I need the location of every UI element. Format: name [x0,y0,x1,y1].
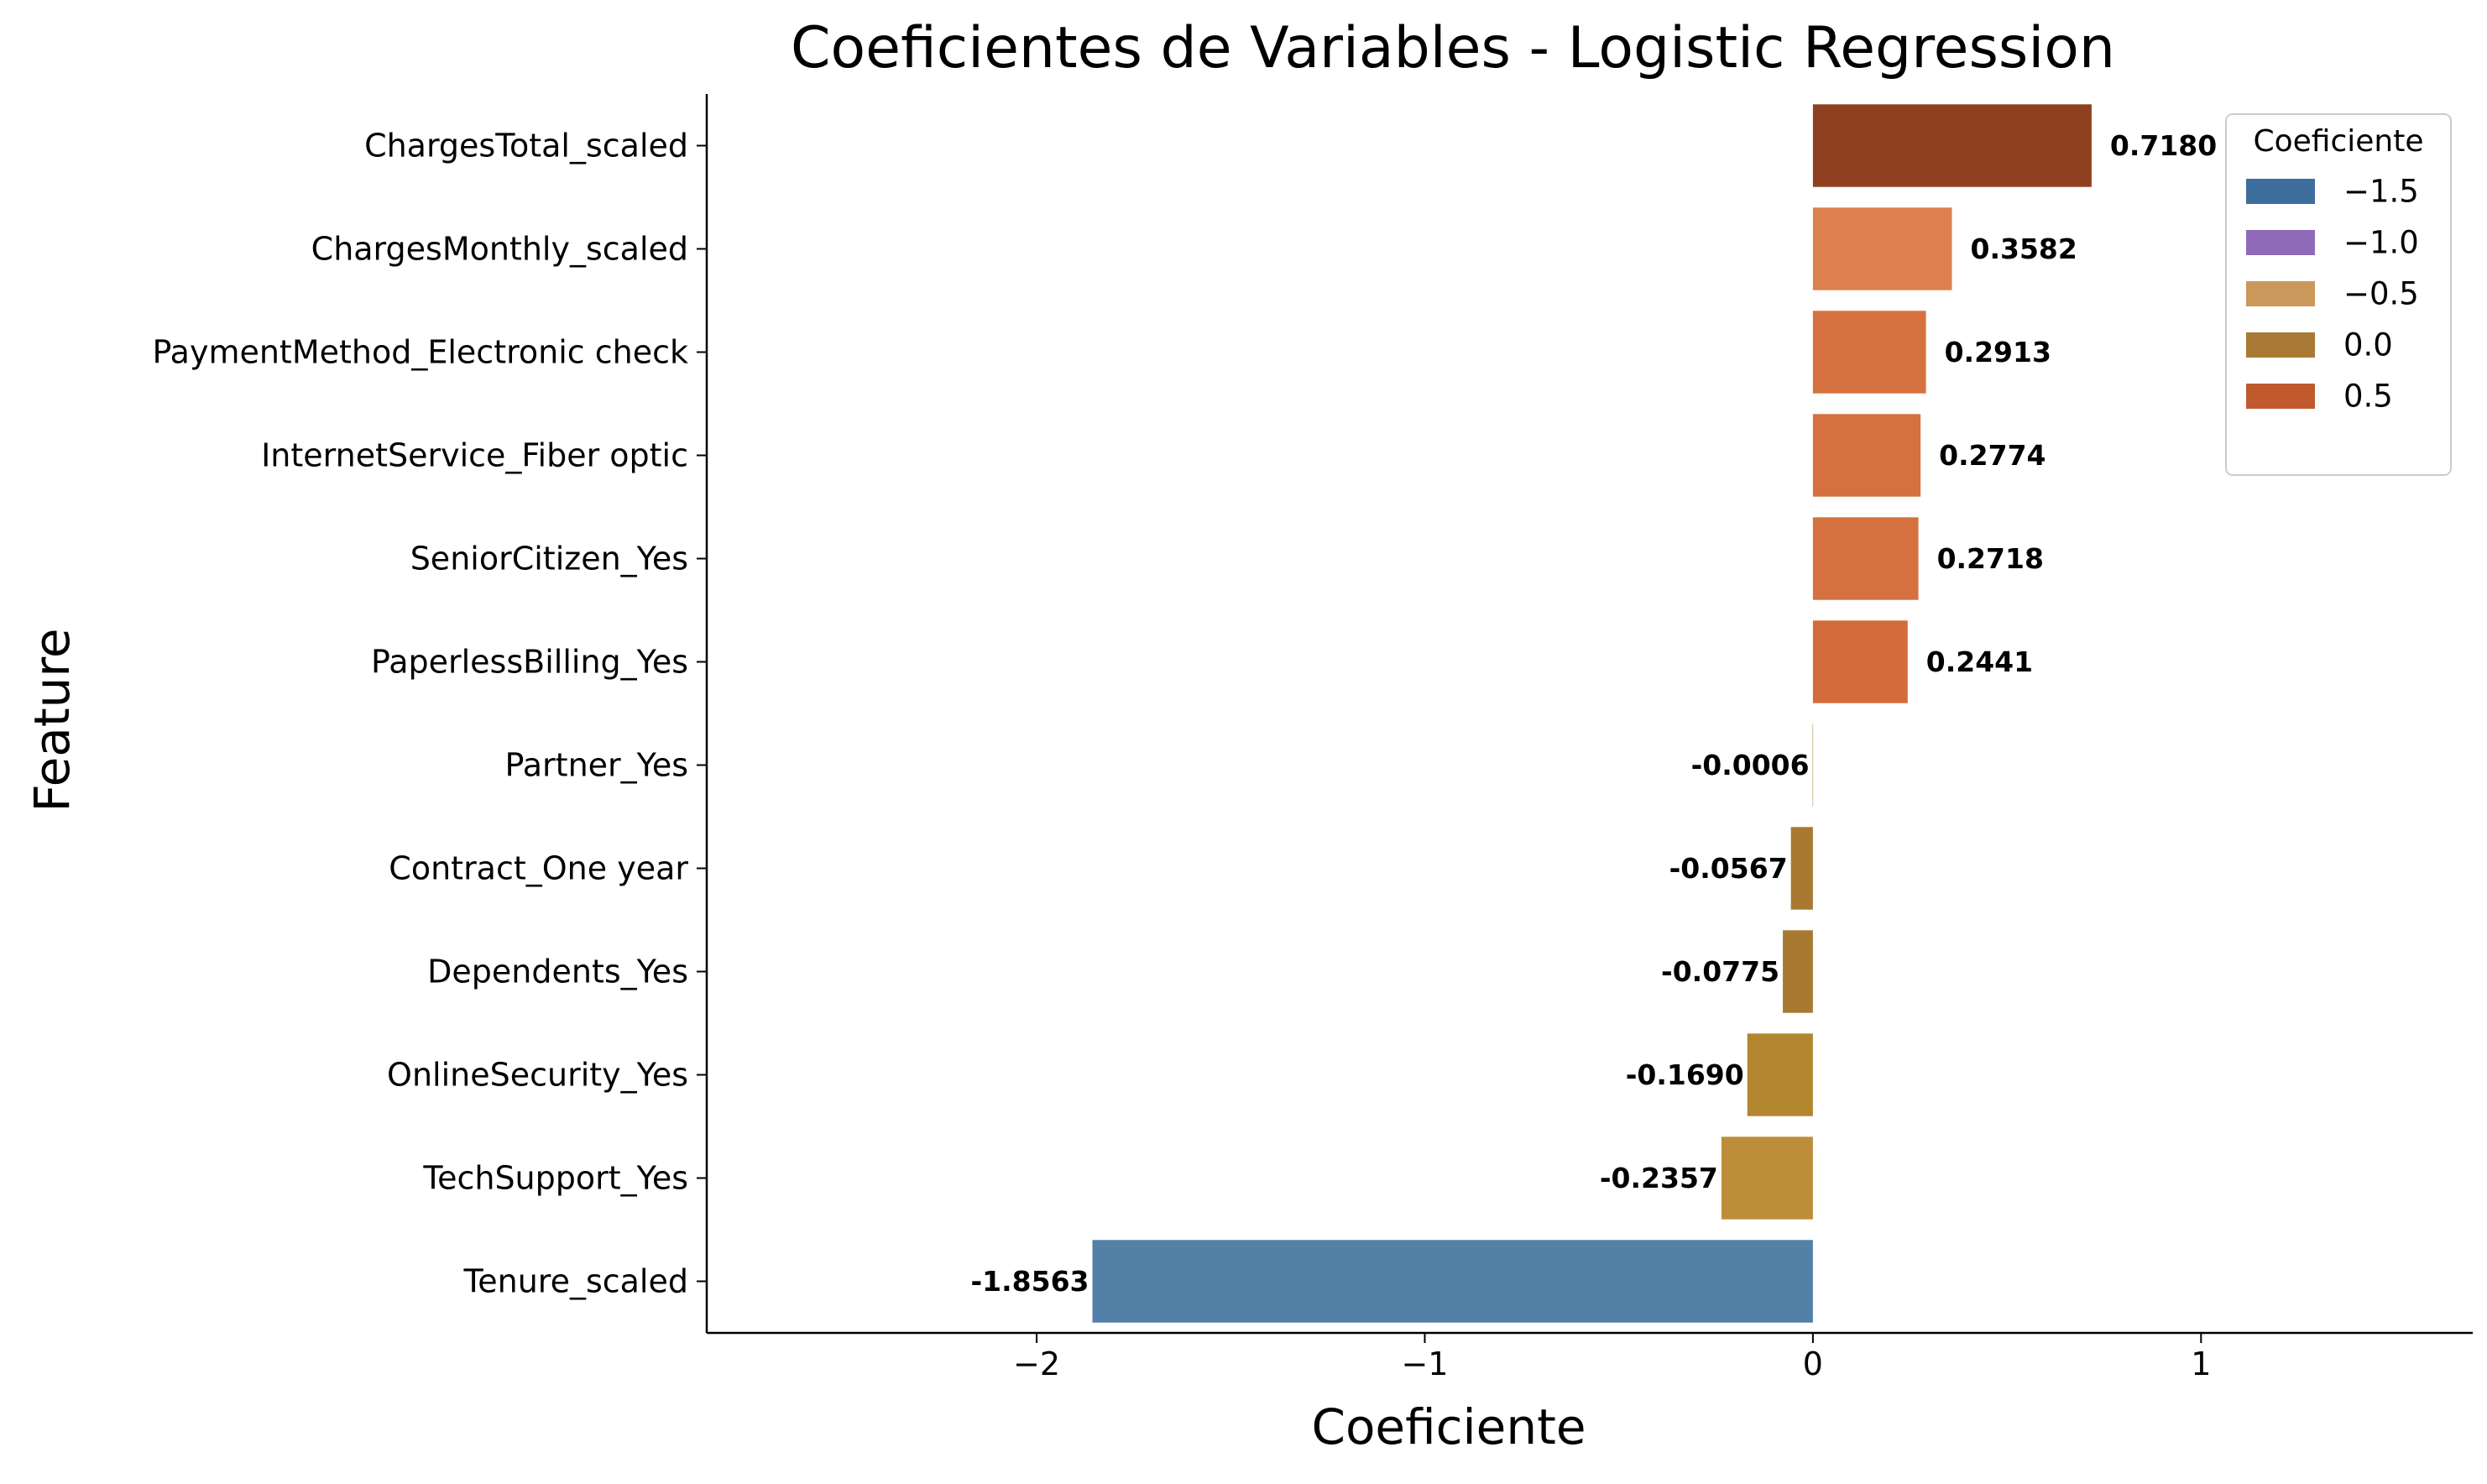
legend: Coeficiente −1.5 −1.0 −0.5 0.0 0.5 [2225,113,2452,476]
data-label: 0.2718 [1937,542,2044,575]
bar [1812,311,1926,394]
bar [1812,207,1952,290]
data-label: -0.0006 [1691,749,1810,781]
data-label: -0.0775 [1661,955,1779,988]
legend-entry-label: 0.5 [2343,379,2393,415]
legend-swatch [2246,230,2315,255]
legend-entry-label: −0.5 [2343,276,2419,312]
y-tick-label: ChargesMonthly_scaled [311,231,688,268]
x-tick-label: 1 [2191,1346,2211,1382]
legend-swatch [2246,332,2315,358]
bar [1812,724,1814,807]
x-tick-label: 0 [1803,1346,1823,1382]
y-tick-label: ChargesTotal_scaled [364,128,688,165]
data-label: -0.0567 [1669,852,1788,885]
bar [1747,1033,1813,1116]
y-tick-label: Partner_Yes [505,747,688,784]
y-tick-label: OnlineSecurity_Yes [387,1057,688,1094]
legend-swatch [2246,281,2315,306]
legend-entry-label: 0.0 [2343,327,2393,363]
bar [1721,1137,1813,1220]
bar [1812,104,2092,187]
y-tick-label: PaymentMethod_Electronic check [152,334,688,371]
y-axis-label: Feature [24,628,81,812]
bar [1092,1240,1813,1323]
plot-area: ChargesTotal_scaled 0.7180 ChargesMonthly_… [152,94,2473,1382]
legend-title: Coeficiente [2253,124,2423,159]
bar [1812,517,1919,600]
legend-entry-label: −1.0 [2343,225,2419,261]
data-label: 0.2774 [1939,439,2046,472]
data-label: 0.3582 [1971,233,2077,265]
legend-swatch [2246,384,2315,409]
data-label: 0.2441 [1926,645,2033,678]
bar [1790,827,1813,910]
data-label: -0.2357 [1600,1162,1718,1194]
legend-entry-label: −1.5 [2343,174,2419,210]
chart-title: Coeficientes de Variables - Logistic Reg… [791,15,2115,81]
x-axis-label: Coeficiente [1311,1398,1586,1455]
data-label: 0.2913 [1945,336,2051,368]
y-tick-label: InternetService_Fiber optic [261,437,688,474]
y-tick-label: SeniorCitizen_Yes [410,541,688,577]
y-tick-label: TechSupport_Yes [422,1160,688,1197]
data-label: 0.7180 [2110,129,2217,162]
x-tick-label: −2 [1013,1346,1060,1382]
y-tick-label: Tenure_scaled [462,1263,688,1300]
data-label: -0.1690 [1626,1058,1744,1091]
bar [1812,414,1921,497]
y-tick-label: PaperlessBilling_Yes [371,644,688,681]
y-tick-label: Dependents_Yes [427,954,688,990]
bar [1812,620,1908,703]
legend-swatch [2246,179,2315,204]
y-tick-label: Contract_One year [389,850,688,887]
bar [1783,930,1813,1013]
x-tick-label: −1 [1401,1346,1448,1382]
data-label: -1.8563 [970,1265,1089,1298]
